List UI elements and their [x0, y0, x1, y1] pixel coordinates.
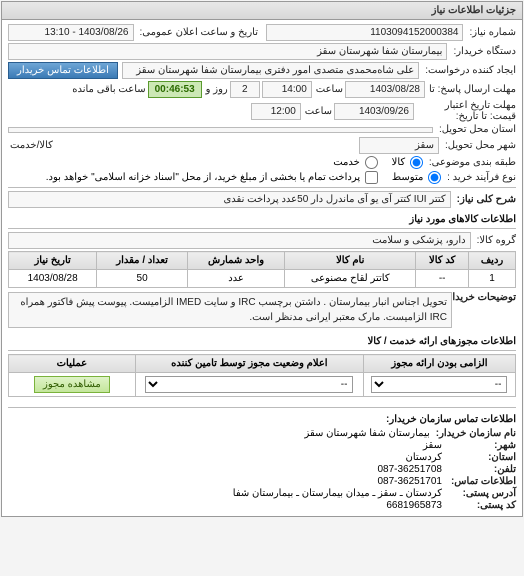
pkg-label: طبقه بندی موضوعی: [427, 157, 516, 168]
table-row[interactable]: 1 -- کاتتر لقاح مصنوعی عدد 50 1403/08/28 [9, 270, 516, 288]
contact-province-label: استان: [446, 452, 516, 463]
org: بیمارستان شفا شهرستان سقز [304, 428, 429, 439]
validity-time: 12:00 [251, 103, 301, 120]
need-details-panel: جزئیات اطلاعات نیاز شماره نیاز: 11030941… [1, 1, 523, 517]
org-label: نام سازمان خریدار: [434, 428, 516, 439]
cell-date: 1403/08/28 [9, 270, 97, 288]
lic-col-req: الزامی بودن ارائه مجوز [363, 355, 515, 373]
validity-label: مهلت تاریخ اعتبار [416, 100, 516, 111]
lic-req-cell: -- [363, 373, 515, 397]
contact-block: اطلاعات تماس سازمان خریدار: نام سازمان خ… [8, 414, 516, 511]
goods-table: ردیف کد کالا نام کالا واحد شمارش تعداد /… [8, 251, 516, 288]
goods-group-value: دارو، پزشکی و سلامت [8, 232, 471, 249]
lic-req-select[interactable]: -- [371, 376, 507, 393]
pay-label: نوع فرآیند خرید : [445, 172, 516, 183]
col-row: ردیف [469, 252, 516, 270]
requester-label: ایجاد کننده درخواست: [423, 65, 516, 76]
licenses-header: الزامی بودن ارائه مجوز اعلام وضعیت مجوز … [9, 355, 516, 373]
pkg-goods-label: کالا [392, 157, 406, 168]
cell-code: -- [416, 270, 469, 288]
col-qty: تعداد / مقدار [97, 252, 188, 270]
province-label: استان محل تحویل: [437, 124, 516, 135]
pkg-radio-service-input[interactable] [365, 156, 378, 169]
pkg-radio-goods[interactable]: کالا [392, 156, 423, 169]
countdown: 00:46:53 [148, 81, 202, 98]
remaining-suffix: ساعت باقی مانده [70, 84, 145, 95]
time-label-1: ساعت [314, 84, 343, 95]
cell-name: کاتتر لقاح مصنوعی [285, 270, 416, 288]
pay-check[interactable]: پرداخت تمام یا بخشی از مبلغ خرید، از محل… [46, 171, 378, 184]
city-value: سقز [359, 137, 439, 154]
col-code: کد کالا [416, 252, 469, 270]
announce-value: 1403/08/26 - 13:10 [8, 24, 134, 41]
goods-service-label: کالا/خدمت [8, 140, 355, 151]
col-date: تاریخ نیاز [9, 252, 97, 270]
pay-note: پرداخت تمام یا بخشی از مبلغ خرید، از محل… [46, 172, 360, 183]
deadline-time: 14:00 [262, 81, 312, 98]
pay-radio-mid[interactable]: متوسط [392, 171, 441, 184]
goods-table-header: ردیف کد کالا نام کالا واحد شمارش تعداد /… [9, 252, 516, 270]
buyer-label: دستگاه خریدار: [451, 46, 516, 57]
addr: کردستان ـ سقز ـ میدان بیمارستان ـ بیمارس… [233, 488, 442, 499]
lic-declare-select[interactable]: -- [145, 376, 353, 393]
contact-city-label: شهر: [446, 440, 516, 451]
deadline-label: مهلت ارسال پاسخ: تا [427, 84, 516, 95]
tel-label: تلفن: [446, 464, 516, 475]
pkg-service-label: خدمت [333, 157, 360, 168]
announce-label: تاریخ و ساعت اعلان عمومی: [138, 27, 259, 38]
contact-buyer-button[interactable]: اطلاعات تماس خریدار [8, 62, 118, 79]
deadline-date: 1403/08/28 [345, 81, 425, 98]
goods-group-label: گروه کالا: [475, 235, 516, 246]
contact-city: سقز [423, 440, 442, 451]
pricefrom-label: قیمت: تا تاریخ: [416, 111, 516, 122]
licenses-title: اطلاعات مجوزهای ارائه خدمت / کالا [8, 336, 516, 347]
subject-value: کتتر IUI کتتر آی یو آی ماندرل دار 50عدد … [8, 191, 451, 208]
requester-value: علی شاه‌محمدی متصدی امور دفتری بیمارستان… [122, 62, 419, 79]
pkg-radio-service[interactable]: خدمت [333, 156, 377, 169]
contact-province: کردستان [405, 452, 442, 463]
request-no-label: شماره نیاز: [467, 27, 516, 38]
tel: 087-36251708 [377, 464, 442, 475]
cell-row: 1 [469, 270, 516, 288]
validity-date: 1403/09/26 [334, 103, 414, 120]
cell-unit: عدد [187, 270, 284, 288]
col-unit: واحد شمارش [187, 252, 284, 270]
buyer-note-value: تحویل اجناس انبار بیمارستان . داشتن برچس… [8, 292, 452, 328]
request-no: 1103094152000384 [266, 24, 463, 41]
goods-section-title: اطلاعات کالاهای مورد نیاز [8, 214, 516, 225]
fax: 087-36251701 [377, 476, 442, 487]
post-label: کد پستی: [446, 500, 516, 511]
license-row: -- -- مشاهده مجوز [9, 373, 516, 397]
province-value [8, 127, 433, 133]
remaining-days-label: روز و [204, 84, 228, 95]
post: 6681965873 [386, 500, 442, 511]
buyer-note-label: توضیحات خریدار: [456, 292, 516, 303]
lic-view-cell: مشاهده مجوز [9, 373, 136, 397]
addr-label: آدرس پستی: [446, 488, 516, 499]
pay-mid-label: متوسط [392, 172, 423, 183]
lic-col-view: عملیات [9, 355, 136, 373]
pay-check-input[interactable] [365, 171, 378, 184]
fax-label: اطلاعات تماس: [446, 476, 516, 487]
lic-declare-cell: -- [135, 373, 363, 397]
contact-title: اطلاعات تماس سازمان خریدار: [8, 414, 516, 425]
view-license-button[interactable]: مشاهده مجوز [34, 376, 110, 393]
remaining-days: 2 [230, 81, 260, 98]
cell-qty: 50 [97, 270, 188, 288]
city-label: شهر محل تحویل: [443, 140, 516, 151]
time-label-2: ساعت [303, 106, 332, 117]
lic-col-declare: اعلام وضعیت مجوز توسط تامین کننده [135, 355, 363, 373]
licenses-table: الزامی بودن ارائه مجوز اعلام وضعیت مجوز … [8, 354, 516, 397]
pay-radio-mid-input[interactable] [428, 171, 441, 184]
buyer-value: بیمارستان شفا شهرستان سقز [8, 43, 447, 60]
pkg-radio-goods-input[interactable] [410, 156, 423, 169]
subject-label: شرح کلی نیاز: [455, 194, 516, 205]
col-name: نام کالا [285, 252, 416, 270]
panel-header: جزئیات اطلاعات نیاز [2, 2, 522, 20]
